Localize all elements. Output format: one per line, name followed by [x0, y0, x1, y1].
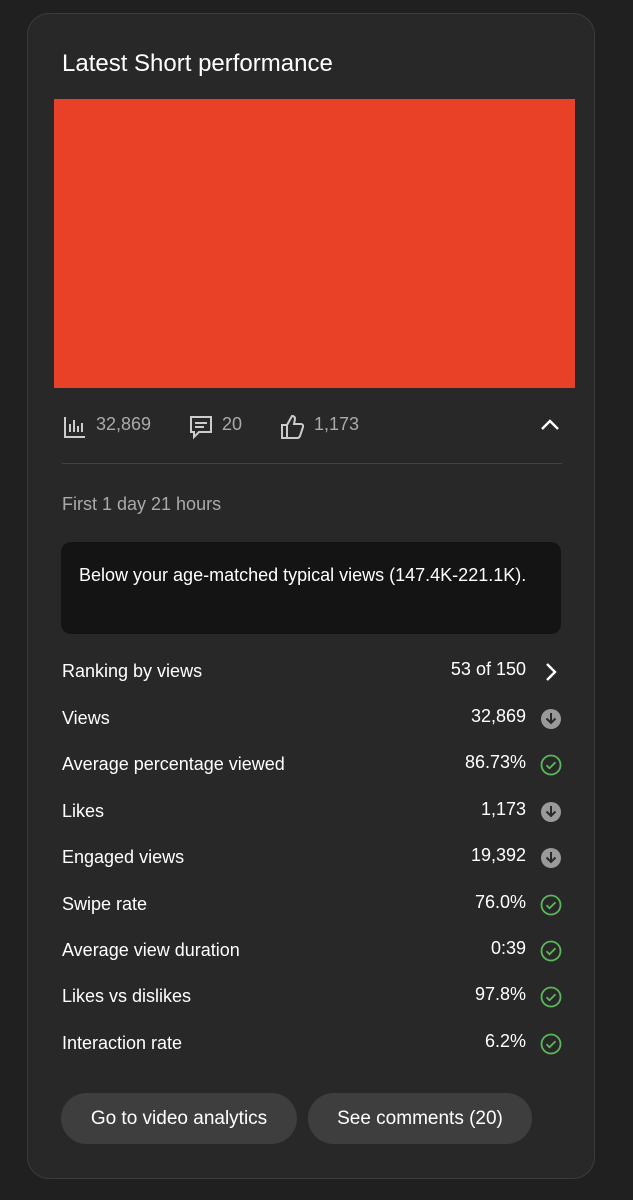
below-icon: [540, 847, 562, 869]
collapse-button[interactable]: [539, 415, 561, 435]
below-icon: [540, 801, 562, 823]
metric-label: Swipe rate: [62, 894, 148, 914]
chevron-right: [546, 663, 557, 681]
metric-value: 32,869: [470, 706, 526, 726]
metric-row: Average view duration 0:39: [62, 936, 562, 966]
metric-label: Ranking by views: [62, 661, 203, 681]
comments-icon: [190, 416, 212, 440]
metric-label: Average percentage viewed: [62, 754, 285, 774]
metric-label: Average view duration: [62, 940, 240, 960]
good-icon: [540, 940, 562, 962]
metric-row: Views 32,869: [62, 704, 562, 734]
metric-label: Engaged views: [62, 847, 185, 867]
period: First 1 day 21 hours: [62, 494, 222, 514]
metric-label: Interaction rate: [62, 1033, 183, 1053]
card-title: Latest Short performance: [62, 50, 333, 77]
metric-value: 0:39: [490, 938, 526, 958]
metric-row[interactable]: Ranking by views 53 of 150: [62, 657, 562, 687]
good-icon: [540, 1033, 562, 1055]
divider: [62, 463, 562, 464]
metric-row: Likes vs dislikes 97.8%: [62, 982, 562, 1012]
metric-row: Swipe rate 76.0%: [62, 890, 562, 920]
metric-value: 76.0%: [474, 892, 526, 912]
metric-row: Engaged views 19,392: [62, 843, 562, 873]
metric-row: Likes 1,173: [62, 797, 562, 827]
likes-icon: [281, 414, 304, 439]
metric-row: Interaction rate 6.2%: [62, 1029, 562, 1059]
notice: Below your age-matched typical views (14…: [61, 542, 561, 634]
likes-count: 1,173: [314, 414, 360, 434]
analytics-button[interactable]: Go to video analytics: [61, 1093, 297, 1144]
thumbnail[interactable]: [54, 99, 575, 388]
metric-label: Views: [62, 708, 110, 728]
metric-value: 97.8%: [474, 984, 526, 1004]
metric-row: Average percentage viewed 86.73%: [62, 750, 562, 780]
metric-label: Likes vs dislikes: [62, 986, 192, 1006]
comments-count: 20: [222, 414, 243, 434]
metric-value: 1,173: [480, 799, 526, 819]
comments-button[interactable]: See comments (20): [308, 1093, 532, 1144]
metric-value: 19,392: [470, 845, 526, 865]
good-icon: [540, 754, 562, 776]
good-icon: [540, 894, 562, 916]
below-icon: [540, 708, 562, 730]
good-icon: [540, 986, 562, 1008]
metric-value: 53 of 150: [450, 659, 526, 679]
views-icon: [64, 417, 85, 438]
metric-value: 6.2%: [484, 1031, 526, 1051]
metric-label: Likes: [62, 801, 105, 821]
views-count: 32,869: [96, 414, 152, 434]
metric-value: 86.73%: [464, 752, 526, 772]
card: Latest Short performance 32,869 20 1,173…: [27, 13, 595, 1179]
